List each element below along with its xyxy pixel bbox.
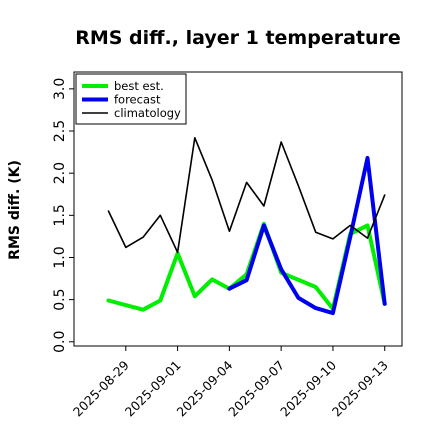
- y-tick-label: 1.5: [52, 204, 68, 226]
- x-tick-label: 2025-09-13: [329, 358, 391, 420]
- legend-label: forecast: [114, 93, 161, 107]
- legend-label: climatology: [114, 106, 181, 120]
- y-axis-label: RMS diff. (K): [7, 160, 23, 260]
- series-line-forecast: [227, 156, 387, 316]
- y-tick-label: 0.0: [52, 331, 68, 353]
- y-tick-label: 1.0: [52, 246, 68, 268]
- y-tick-label: 2.5: [52, 120, 68, 142]
- chart-title: RMS diff., layer 1 temperature: [75, 27, 401, 49]
- y-tick-label: 2.0: [52, 162, 68, 184]
- plot-frame: [73, 71, 403, 347]
- y-tick-label: 3.0: [52, 78, 68, 100]
- series-layer: [106, 137, 387, 316]
- series-line-climatology: [107, 137, 386, 254]
- y-tick-label: 0.5: [52, 288, 68, 310]
- legend-label: best est.: [114, 79, 164, 93]
